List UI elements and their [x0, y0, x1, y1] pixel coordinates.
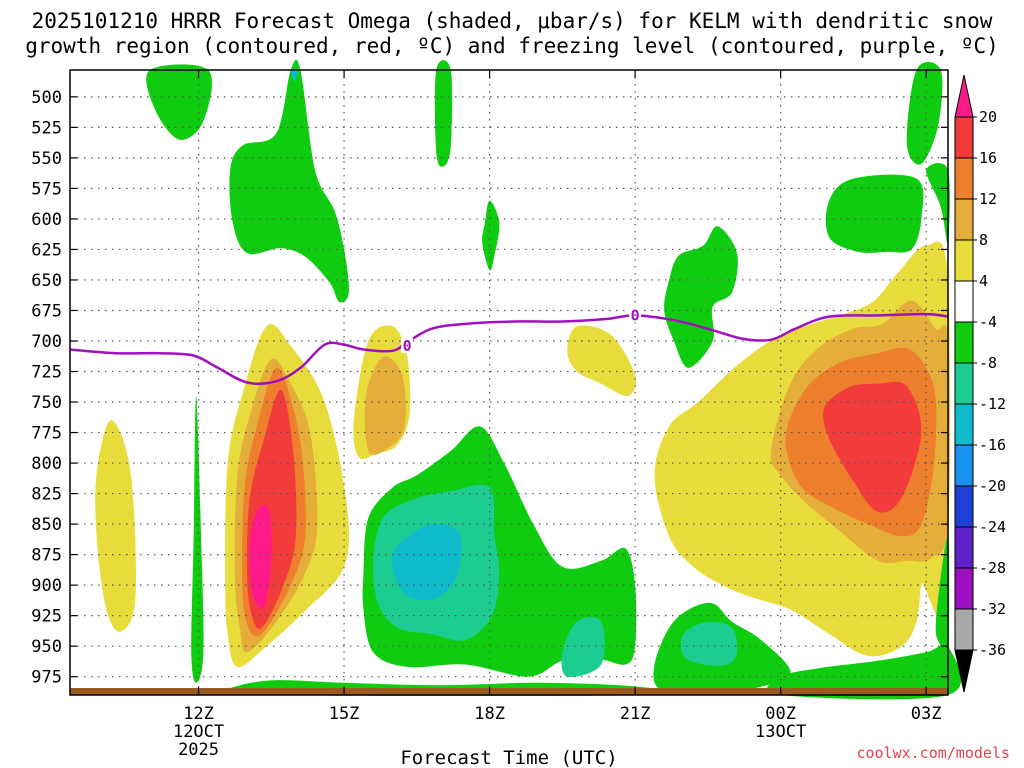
colorbar-label: -16 [979, 436, 1006, 454]
credit-text: coolwx.com/models [856, 744, 1010, 762]
omega-region-0 [146, 64, 212, 140]
freezing-level-label: 0 [631, 306, 640, 324]
colorbar-swatch [954, 157, 974, 200]
x-axis-label: Forecast Time (UTC) [400, 747, 617, 768]
colorbar-label: 12 [979, 190, 997, 208]
colorbar-label: -12 [979, 395, 1006, 413]
colorbar-label: -28 [979, 559, 1006, 577]
x-tick-label: 12Z [183, 704, 214, 724]
colorbar-swatch [954, 485, 974, 528]
y-tick-label: 775 [31, 424, 62, 444]
omega-region-7 [906, 61, 943, 165]
y-tick-label: 975 [31, 668, 62, 688]
omega-region-6 [825, 174, 924, 254]
freezing-level-group: 00 [69, 306, 949, 385]
y-tick-label: 525 [31, 118, 62, 138]
y-tick-label: 850 [31, 515, 62, 535]
y-tick-label: 575 [31, 179, 62, 199]
y-tick-label: 900 [31, 576, 62, 596]
omega-region-10 [191, 395, 204, 683]
y-tick-label: 925 [31, 607, 62, 627]
omega-region-28 [680, 621, 738, 666]
omega-region-4 [482, 200, 500, 271]
x-tick-label: 18Z [474, 704, 505, 724]
x-tick-label: 00Z [765, 704, 796, 724]
colorbar-label: 16 [979, 149, 997, 167]
omega-shaded-regions [95, 59, 962, 700]
omega-region-22 [823, 381, 922, 513]
colorbar-label: 20 [979, 108, 997, 126]
colorbar-swatch [954, 362, 974, 405]
freezing-label-bg-1 [629, 307, 642, 323]
colorbar-top-arrow [954, 74, 974, 118]
y-tick-label: 700 [31, 332, 62, 352]
omega-region-18 [567, 325, 637, 397]
omega-region-17 [364, 356, 406, 456]
y-tick-label: 725 [31, 363, 62, 383]
chart-title-line-1: 2025101210 HRRR Forecast Omega (shaded, … [32, 9, 993, 33]
colorbar-label: 4 [979, 272, 988, 290]
omega-region-30 [935, 535, 950, 666]
colorbar-label: 8 [979, 231, 988, 249]
y-tick-label: 950 [31, 637, 62, 657]
colorbar-label: -20 [979, 477, 1006, 495]
colorbar-swatch [954, 403, 974, 446]
colorbar-label: -24 [979, 518, 1006, 536]
freezing-level-label: 0 [403, 337, 412, 355]
x-tick-label: 15Z [329, 704, 360, 724]
y-tick-label: 875 [31, 546, 62, 566]
plot-area: 00 [69, 59, 962, 700]
colorbar-swatch [954, 608, 974, 651]
colorbar-swatch [954, 116, 974, 159]
chart-title-line-2: growth region (contoured, red, ºC) and f… [25, 34, 999, 58]
y-tick-label: 625 [31, 240, 62, 260]
x-tick-label: 03Z [911, 704, 942, 724]
omega-region-8 [926, 163, 950, 245]
y-tick-label: 600 [31, 210, 62, 230]
omega-region-15 [249, 504, 272, 609]
freezing-label-bg-0 [401, 337, 414, 353]
x-tick-date-label: 13OCT [755, 722, 806, 742]
colorbar-swatch [954, 280, 974, 323]
colorbar-label: -36 [979, 641, 1006, 659]
ground-strip [70, 688, 948, 695]
colorbar-bottom-arrow [954, 649, 974, 693]
colorbar-swatch [954, 239, 974, 282]
omega-region-2 [290, 68, 299, 81]
plot-frame [69, 69, 949, 696]
omega-region-5 [664, 226, 738, 368]
y-tick-label: 650 [31, 271, 62, 291]
omega-region-26 [561, 617, 605, 678]
colorbar-swatch [954, 526, 974, 569]
y-tick-label: 800 [31, 454, 62, 474]
x-tick-year-label: 2025 [178, 740, 219, 760]
omega-region-3 [434, 60, 453, 167]
y-tick-label: 550 [31, 149, 62, 169]
colorbar-label: -8 [979, 354, 997, 372]
omega-region-1 [229, 59, 350, 303]
colorbar-swatch [954, 567, 974, 610]
colorbar: 20 16 12 8 4 -4 -8 -12 -16 -20 -24 -28 -32 -36 [954, 74, 1006, 693]
freezing-level-line [69, 312, 949, 385]
colorbar-swatch [954, 321, 974, 364]
omega-region-25 [392, 523, 462, 601]
y-axis: 500 525 550 575 600 625 650 675 700 725 750 775 800 8… [31, 88, 948, 688]
colorbar-swatch [954, 444, 974, 487]
y-tick-label: 500 [31, 88, 62, 108]
omega-region-9 [95, 420, 137, 632]
colorbar-label: -4 [979, 313, 997, 331]
x-tick-date-label: 12OCT [173, 722, 224, 742]
y-tick-label: 750 [31, 393, 62, 413]
colorbar-label: -32 [979, 600, 1006, 618]
x-tick-label: 21Z [620, 704, 651, 724]
colorbar-swatch [954, 198, 974, 241]
y-tick-label: 825 [31, 485, 62, 505]
y-tick-label: 675 [31, 301, 62, 321]
omega-region-29 [766, 643, 962, 700]
